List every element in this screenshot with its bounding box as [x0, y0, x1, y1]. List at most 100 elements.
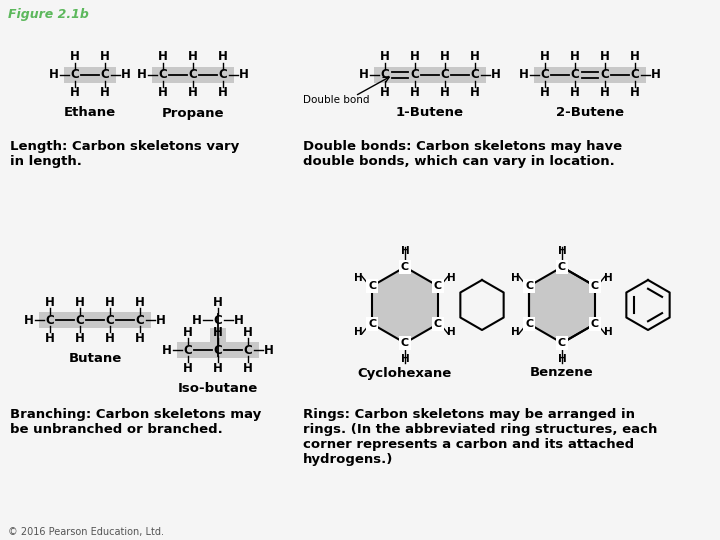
Text: C: C	[631, 69, 639, 82]
Text: C: C	[571, 69, 580, 82]
Text: H: H	[158, 51, 168, 64]
Text: H: H	[354, 273, 363, 283]
Text: C: C	[135, 314, 145, 327]
Text: H: H	[380, 86, 390, 99]
Text: H: H	[137, 69, 147, 82]
Text: H: H	[651, 69, 661, 82]
Bar	[64, 67, 116, 83]
Text: H: H	[188, 86, 198, 99]
Text: H: H	[213, 295, 223, 308]
Text: Ethane: Ethane	[64, 106, 116, 119]
Text: H: H	[511, 327, 520, 337]
Text: H: H	[49, 69, 59, 82]
Text: C: C	[189, 69, 197, 82]
Text: C: C	[591, 281, 599, 291]
Text: H: H	[557, 354, 567, 364]
Text: H: H	[24, 314, 34, 327]
Text: C: C	[214, 314, 222, 327]
Bar	[39, 312, 151, 328]
Text: H: H	[604, 273, 613, 283]
Text: H: H	[400, 246, 410, 256]
Text: H: H	[570, 51, 580, 64]
Text: C: C	[71, 69, 79, 82]
Text: Rings: Carbon skeletons may be arranged in
rings. (In the abbreviated ring struc: Rings: Carbon skeletons may be arranged …	[303, 408, 657, 466]
Text: H: H	[105, 295, 115, 308]
Text: H: H	[380, 51, 390, 64]
Text: © 2016 Pearson Education, Ltd.: © 2016 Pearson Education, Ltd.	[8, 527, 164, 537]
Text: C: C	[401, 262, 409, 272]
Text: C: C	[525, 281, 533, 291]
Text: H: H	[158, 86, 168, 99]
Bar	[374, 67, 486, 83]
Text: H: H	[447, 327, 456, 337]
Text: H: H	[70, 86, 80, 99]
Text: C: C	[434, 281, 442, 291]
Text: C: C	[219, 69, 228, 82]
Text: H: H	[218, 86, 228, 99]
Text: C: C	[434, 319, 442, 329]
Text: Butane: Butane	[68, 352, 122, 365]
Text: H: H	[75, 295, 85, 308]
Text: C: C	[541, 69, 549, 82]
Text: C: C	[101, 69, 109, 82]
Text: H: H	[440, 51, 450, 64]
Text: C: C	[184, 343, 192, 356]
Text: H: H	[135, 332, 145, 345]
Text: C: C	[368, 319, 376, 329]
Text: H: H	[410, 86, 420, 99]
Text: Double bonds: Carbon skeletons may have
double bonds, which can vary in location: Double bonds: Carbon skeletons may have …	[303, 140, 622, 168]
Text: H: H	[100, 86, 110, 99]
Text: Length: Carbon skeletons vary
in length.: Length: Carbon skeletons vary in length.	[10, 140, 239, 168]
Text: H: H	[192, 314, 202, 327]
Text: H: H	[45, 295, 55, 308]
Text: H: H	[600, 86, 610, 99]
Text: H: H	[557, 246, 567, 256]
Text: C: C	[591, 319, 599, 329]
Text: H: H	[600, 51, 610, 64]
Text: H: H	[440, 86, 450, 99]
Text: H: H	[135, 295, 145, 308]
Text: H: H	[121, 69, 131, 82]
Text: C: C	[401, 338, 409, 348]
Text: H: H	[470, 86, 480, 99]
Text: H: H	[243, 326, 253, 339]
Text: H: H	[540, 51, 550, 64]
Text: H: H	[213, 361, 223, 375]
Text: H: H	[447, 273, 456, 283]
Text: H: H	[239, 69, 249, 82]
Text: Benzene: Benzene	[530, 367, 594, 380]
Text: C: C	[214, 343, 222, 356]
Text: H: H	[264, 343, 274, 356]
Bar	[152, 67, 234, 83]
Text: H: H	[491, 69, 501, 82]
Text: C: C	[158, 69, 167, 82]
Bar	[210, 328, 226, 350]
Text: C: C	[600, 69, 609, 82]
Text: H: H	[243, 361, 253, 375]
Text: H: H	[183, 361, 193, 375]
Text: H: H	[234, 314, 244, 327]
Text: H: H	[218, 51, 228, 64]
Text: H: H	[400, 354, 410, 364]
Text: H: H	[100, 51, 110, 64]
Text: H: H	[70, 51, 80, 64]
Text: C: C	[106, 314, 114, 327]
Text: C: C	[243, 343, 253, 356]
Text: H: H	[359, 69, 369, 82]
Text: H: H	[354, 327, 363, 337]
Text: Propane: Propane	[162, 106, 224, 119]
Text: H: H	[45, 332, 55, 345]
Text: H: H	[162, 343, 172, 356]
Text: H: H	[604, 327, 613, 337]
Text: H: H	[630, 86, 640, 99]
Text: Figure 2.1b: Figure 2.1b	[8, 8, 89, 21]
Text: Iso-butane: Iso-butane	[178, 381, 258, 395]
Text: C: C	[471, 69, 480, 82]
Bar	[177, 342, 259, 358]
Text: Cyclohexane: Cyclohexane	[358, 367, 452, 380]
Text: H: H	[105, 332, 115, 345]
Text: C: C	[525, 319, 533, 329]
Text: 1-Butene: 1-Butene	[396, 106, 464, 119]
Text: C: C	[76, 314, 84, 327]
Text: H: H	[470, 51, 480, 64]
